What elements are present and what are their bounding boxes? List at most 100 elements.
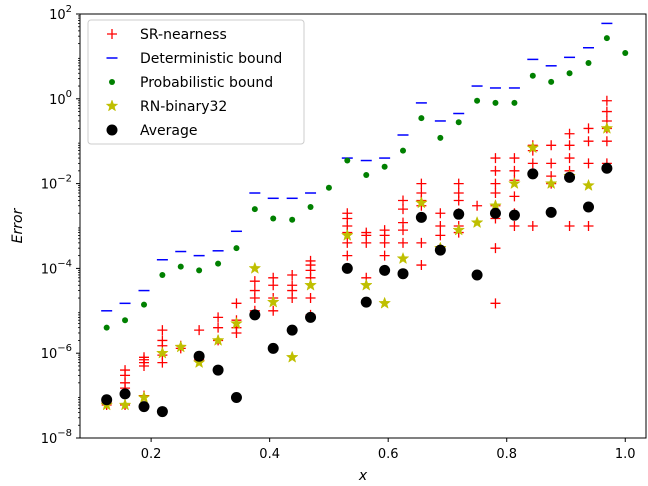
average-point: [156, 406, 168, 418]
average-point: [360, 296, 372, 308]
sr-nearness-point: [509, 165, 520, 176]
probabilistic-bound-point: [122, 317, 129, 324]
sr-nearness-point: [398, 237, 409, 248]
probabilistic-bound-point: [548, 78, 555, 85]
sr-nearness-point: [435, 221, 446, 231]
y-tick-label: 10−4: [41, 258, 72, 277]
probabilistic-bound-point: [177, 263, 184, 270]
rn-binary32-point: [470, 215, 484, 229]
probabilistic-bound-point: [233, 245, 240, 252]
sr-nearness-point: [416, 178, 427, 189]
sr-nearness-point: [249, 293, 260, 304]
probabilistic-bound-point: [418, 115, 425, 122]
y-tick-label: 100: [49, 89, 72, 108]
rn-binary32-point: [378, 296, 392, 309]
x-tick-label: 0.4: [259, 447, 280, 462]
x-axis-label: x: [358, 468, 368, 484]
average-point: [545, 206, 557, 218]
probabilistic-bound-point: [455, 119, 462, 126]
average-point: [489, 207, 501, 219]
legend-marker: [105, 99, 119, 112]
sr-nearness-point: [287, 293, 298, 304]
x-tick-label: 0.8: [496, 447, 517, 462]
sr-nearness-point: [249, 276, 260, 287]
sr-nearness-point: [361, 237, 372, 248]
sr-nearness-point: [213, 322, 224, 333]
sr-nearness-point: [435, 208, 446, 219]
sr-nearness-point: [435, 230, 446, 241]
y-tick-label: 10−6: [41, 343, 72, 362]
average-point: [527, 168, 539, 180]
legend-marker: [106, 124, 118, 136]
rn-binary32-point: [508, 176, 521, 190]
sr-nearness-point: [509, 221, 520, 231]
y-axis-label: Error: [10, 207, 26, 243]
probabilistic-bound-point: [437, 134, 444, 141]
sr-nearness-point: [564, 153, 575, 164]
sr-nearness-point: [564, 221, 575, 231]
sr-nearness-point: [416, 260, 427, 271]
sr-nearness-point: [472, 200, 483, 211]
average-point: [138, 401, 150, 413]
sr-nearness-point: [453, 178, 464, 189]
x-tick-label: 0.2: [141, 447, 162, 462]
sr-nearness-point: [583, 221, 594, 231]
probabilistic-bound-point: [511, 99, 518, 106]
average-point: [212, 364, 224, 376]
average-point: [564, 171, 576, 183]
sr-nearness-point: [509, 191, 520, 202]
rn-binary32-point: [359, 278, 373, 291]
sr-nearness-point: [601, 106, 612, 117]
rn-binary32-point: [304, 278, 317, 291]
average-point: [101, 394, 113, 406]
sr-nearness-point: [342, 237, 353, 248]
rn-binary32-point: [414, 196, 428, 209]
sr-nearness-point: [231, 327, 242, 338]
rn-binary32-point: [174, 340, 188, 353]
sr-nearness-point: [231, 298, 242, 309]
legend-marker: [107, 29, 117, 39]
sr-nearness-point: [490, 178, 501, 189]
rn-binary32-point: [582, 178, 595, 191]
sr-nearness-point: [157, 357, 168, 368]
y-tick-label: 102: [49, 4, 72, 23]
average-point: [230, 392, 242, 404]
legend-label: Probabilistic bound: [140, 75, 273, 91]
average-point: [601, 162, 613, 174]
legend-label: Deterministic bound: [140, 51, 282, 67]
probabilistic-bound-point: [622, 50, 629, 57]
sr-nearness-point: [583, 123, 594, 134]
sr-nearness-point: [490, 165, 501, 176]
probabilistic-bound-point: [325, 184, 332, 191]
series-dot: [103, 35, 629, 331]
rn-binary32-point: [544, 176, 558, 190]
series-star: [100, 121, 614, 411]
average-point: [453, 208, 465, 220]
y-tick-label: 10−2: [41, 174, 72, 193]
sr-nearness-point: [490, 153, 501, 164]
average-point: [415, 211, 427, 223]
sr-nearness-point: [398, 195, 409, 206]
rn-binary32-point: [266, 295, 280, 308]
legend-label: Average: [140, 123, 198, 139]
sr-nearness-point: [490, 243, 501, 254]
sr-nearness-point: [564, 128, 575, 139]
series-plus: [101, 95, 612, 411]
rn-binary32-point: [526, 141, 540, 154]
sr-nearness-point: [268, 305, 279, 316]
rn-binary32-point: [600, 121, 614, 134]
legend-marker: [109, 79, 115, 85]
sr-nearness-point: [601, 136, 612, 147]
probabilistic-bound-point: [566, 70, 573, 77]
average-point: [305, 311, 317, 323]
sr-nearness-point: [213, 312, 224, 323]
sr-nearness-point: [546, 158, 557, 169]
rn-binary32-point: [452, 223, 466, 236]
average-point: [471, 269, 483, 281]
sr-nearness-point: [527, 158, 538, 169]
sr-nearness-point: [453, 195, 464, 206]
probabilistic-bound-point: [251, 206, 258, 213]
rn-binary32-point: [340, 228, 354, 241]
probabilistic-bound-point: [585, 59, 592, 66]
